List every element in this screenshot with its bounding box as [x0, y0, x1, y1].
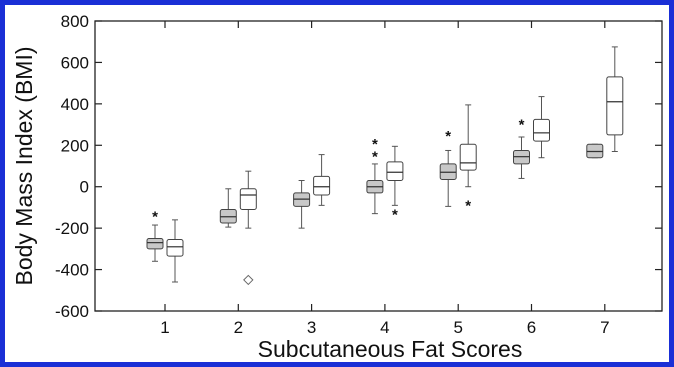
y-tick-label: 800	[61, 12, 89, 31]
x-tick-label: 3	[307, 318, 316, 337]
box-iqr	[239, 188, 257, 211]
box-group	[219, 188, 237, 228]
y-tick-label: -400	[55, 261, 89, 280]
outlier-asterisk: *	[372, 149, 378, 166]
y-tick-label: 0	[80, 178, 89, 197]
x-axis: 1 2 3 4 5 6 7	[160, 21, 610, 337]
y-tick-label: 600	[61, 53, 89, 72]
x-axis-title: Subcutaneous Fat Scores	[258, 336, 523, 362]
y-tick-label: 400	[61, 95, 89, 114]
x-tick-label: 7	[600, 318, 609, 337]
x-tick-label: 2	[234, 318, 243, 337]
box-iqr	[166, 239, 184, 257]
box-group	[586, 143, 604, 159]
box-group: *	[513, 117, 530, 179]
box-iqr	[386, 161, 404, 182]
y-tick-label: 200	[61, 136, 89, 155]
outlier-asterisk: *	[152, 209, 158, 226]
x-tick-label: 1	[160, 318, 169, 337]
outlier-asterisk: *	[519, 117, 525, 134]
outlier-asterisk: *	[445, 128, 451, 145]
outlier-diamond	[243, 274, 254, 286]
outlier-asterisk: *	[392, 207, 398, 224]
box-group	[239, 170, 257, 286]
box-group	[533, 96, 550, 159]
x-tick-label: 4	[380, 318, 389, 337]
y-axis: -600 -400 -200 0 200 400 600 800	[55, 12, 662, 321]
box-group	[606, 46, 624, 152]
box-group: *	[386, 145, 404, 224]
y-tick-label: -600	[55, 302, 89, 321]
box-group	[313, 154, 331, 206]
box-group: *	[439, 128, 457, 207]
box-group	[293, 180, 311, 229]
x-tick-label: 5	[453, 318, 462, 337]
box-groups: *** ****	[146, 46, 624, 286]
box-group: **	[366, 136, 384, 215]
plot-area	[94, 20, 663, 312]
y-tick-label: -200	[55, 219, 89, 238]
box-iqr	[606, 76, 624, 136]
box-group: *	[459, 104, 477, 214]
y-axis-title: Body Mass Index (BMI)	[11, 46, 37, 285]
box-group: *	[146, 209, 164, 262]
outlier-asterisk: *	[465, 197, 471, 214]
outlier-asterisk: *	[372, 136, 378, 153]
box-iqr	[533, 118, 550, 142]
box-group	[166, 219, 184, 283]
box-iqr	[313, 175, 331, 196]
box-iqr	[459, 143, 477, 171]
x-tick-label: 6	[527, 318, 536, 337]
box-iqr	[146, 238, 164, 250]
